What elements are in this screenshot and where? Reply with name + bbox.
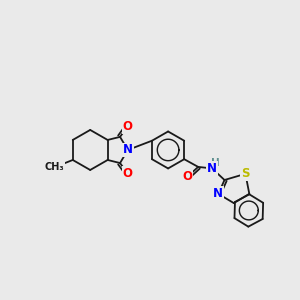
Text: CH₃: CH₃ [44, 162, 64, 172]
Text: N: N [123, 143, 133, 157]
Text: S: S [241, 167, 250, 180]
Text: O: O [123, 167, 133, 180]
Text: N: N [213, 187, 223, 200]
Text: H: H [211, 158, 220, 168]
Text: O: O [182, 170, 192, 183]
Text: N: N [207, 162, 217, 175]
Text: O: O [123, 120, 133, 133]
